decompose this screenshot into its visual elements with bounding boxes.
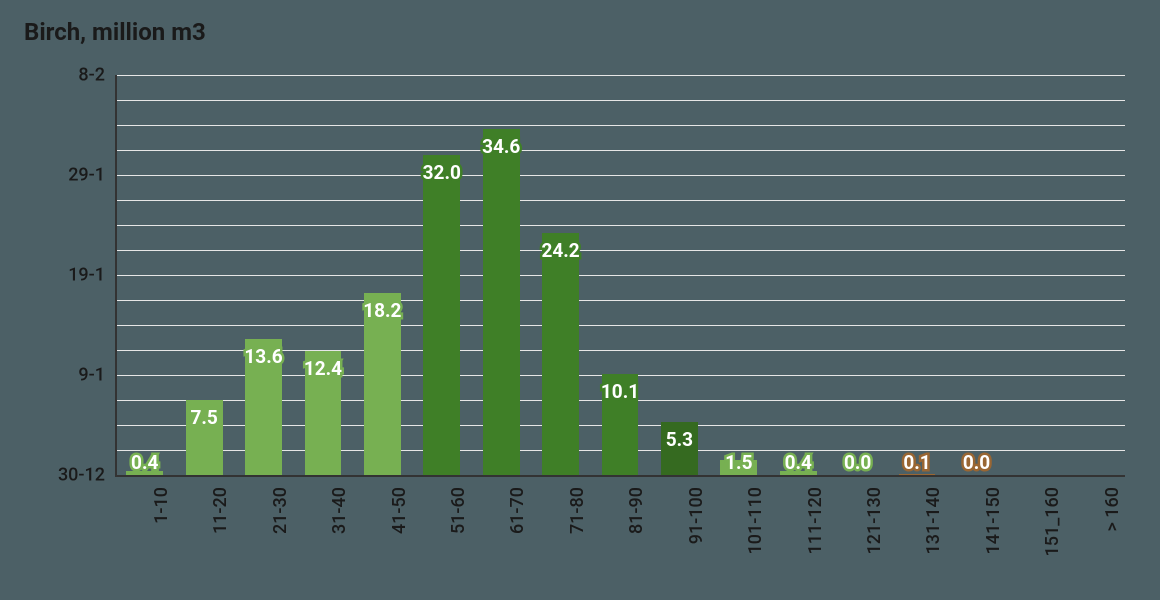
bar [483, 129, 520, 475]
y-tick-label: 9-1 [78, 365, 115, 386]
y-axis-line [115, 75, 117, 476]
bar-value-label: 18.218.2 [363, 299, 401, 322]
grid-line [115, 75, 1125, 76]
x-tick-label: 151_160 [1042, 487, 1063, 556]
x-tick-label: 71-80 [567, 487, 588, 534]
x-tick-label: 21-30 [270, 487, 291, 534]
bar-value-label: 0.00.0 [963, 451, 990, 474]
bar-value-label: 12.412.4 [304, 357, 342, 380]
chart-title: Birch, million m3 [24, 18, 206, 46]
bar-value-label: 10.110.1 [601, 380, 639, 403]
bar-value-label: 1.51.5 [725, 451, 752, 474]
x-tick-label: 51-60 [448, 487, 469, 534]
bar-value-label: 0.00.0 [844, 451, 871, 474]
grid-line [115, 125, 1125, 126]
x-tick-label: 31-40 [329, 487, 350, 534]
x-tick-label: 111-120 [805, 487, 826, 555]
bar-value-label: 0.40.4 [131, 451, 158, 474]
y-tick-label: 8-2 [78, 65, 115, 86]
bar [423, 155, 460, 475]
grid-line [115, 200, 1125, 201]
x-tick-label: 141-150 [983, 487, 1004, 555]
grid-line [115, 325, 1125, 326]
grid-line [115, 250, 1125, 251]
bar-value-label: 0.10.1 [903, 451, 930, 474]
x-tick-label: 91-100 [686, 487, 707, 544]
x-tick-label: > 160 [1102, 487, 1123, 532]
x-tick-label: 81-90 [626, 487, 647, 534]
bar-value-label: 13.613.6 [244, 345, 282, 368]
bar-value-label: 24.224.2 [541, 239, 579, 262]
x-tick-label: 121-130 [864, 487, 885, 555]
bar-value-label: 32.032.0 [423, 161, 461, 184]
bar-value-label: 5.35.3 [666, 428, 693, 451]
grid-line [115, 100, 1125, 101]
grid-line [115, 275, 1125, 276]
x-tick-label: 61-70 [507, 487, 528, 534]
bar-value-label: 0.40.4 [785, 451, 812, 474]
grid-line [115, 175, 1125, 176]
y-tick-label: 30-12 [58, 465, 115, 486]
y-tick-label: 19-1 [68, 265, 115, 286]
bar [542, 233, 579, 475]
x-tick-label: 41-50 [389, 487, 410, 534]
bar-value-label: 34.634.6 [482, 135, 520, 158]
plot-area: 30-129-119-129-18-20.40.41-107.57.511-20… [115, 75, 1125, 475]
bar-value-label: 7.57.5 [190, 406, 217, 429]
y-tick-label: 29-1 [68, 165, 115, 186]
x-tick-label: 1-10 [151, 487, 172, 524]
grid-line [115, 300, 1125, 301]
x-tick-label: 101-110 [745, 487, 766, 555]
chart-root: Birch, million m330-129-119-129-18-20.40… [0, 0, 1160, 600]
x-axis-line [115, 475, 1125, 477]
grid-line [115, 150, 1125, 151]
grid-line [115, 225, 1125, 226]
x-tick-label: 11-20 [210, 487, 231, 534]
x-tick-label: 131-140 [923, 487, 944, 555]
